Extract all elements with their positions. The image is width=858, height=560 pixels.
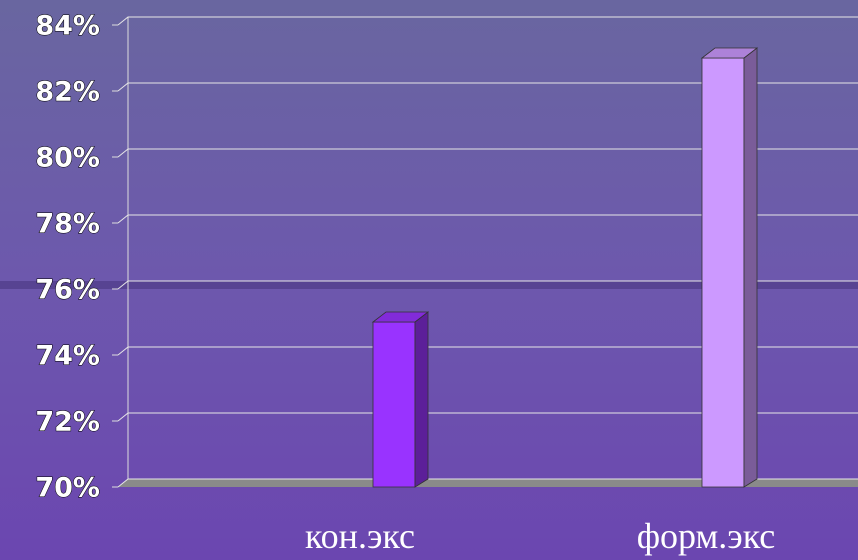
grid-line (117, 478, 858, 488)
bar-front (701, 57, 745, 488)
bar-side (743, 47, 758, 488)
y-tick-label: 70% (35, 473, 100, 504)
y-tick-label: 80% (35, 143, 100, 174)
y-tick-label: 82% (35, 77, 100, 108)
grid-line (117, 148, 858, 158)
bar-side (414, 311, 429, 488)
x-tick-label: кон.экс (305, 516, 415, 556)
bar-top (371, 311, 430, 323)
grid-line (117, 82, 858, 92)
bar-top (700, 47, 759, 59)
grid-line (117, 280, 858, 290)
bar-front (372, 321, 416, 488)
floor (118, 479, 858, 487)
y-tick-label: 76% (35, 275, 100, 306)
y-tick-label: 78% (35, 209, 100, 240)
grid-line (117, 412, 858, 422)
bar (371, 311, 430, 488)
y-tick-label: 74% (35, 341, 100, 372)
grid-line (117, 16, 858, 26)
grid-line (117, 214, 858, 224)
decor-band (0, 281, 858, 289)
bar (700, 47, 759, 488)
y-tick-label: 84% (35, 11, 100, 42)
x-tick-label: форм.экс (637, 516, 776, 556)
y-tick-label: 72% (35, 407, 100, 438)
grid-line (117, 346, 858, 356)
